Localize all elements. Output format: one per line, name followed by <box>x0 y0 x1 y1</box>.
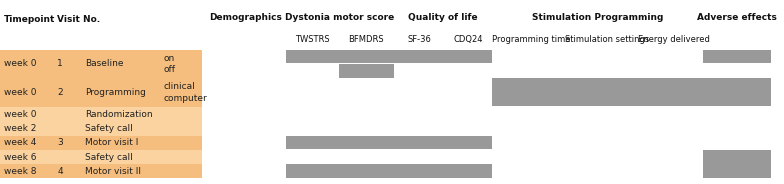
Bar <box>0 164 202 178</box>
Text: Programming: Programming <box>85 88 146 97</box>
Text: Visit No.: Visit No. <box>57 15 100 24</box>
Text: week 2: week 2 <box>4 124 36 133</box>
Bar <box>0 78 202 107</box>
Text: Energy delivered: Energy delivered <box>638 35 710 44</box>
Bar <box>0 136 202 150</box>
Text: Randomization: Randomization <box>85 110 152 118</box>
Text: clinical
computer: clinical computer <box>163 82 207 103</box>
Bar <box>339 64 394 78</box>
Text: Adverse effects: Adverse effects <box>698 13 777 22</box>
Bar <box>286 50 492 63</box>
Bar <box>286 136 492 149</box>
Text: Safety call: Safety call <box>85 124 132 133</box>
Text: BFMDRS: BFMDRS <box>348 35 384 44</box>
Text: Timepoint: Timepoint <box>4 15 56 24</box>
Text: Stimulation settings: Stimulation settings <box>565 35 649 44</box>
Text: 3: 3 <box>57 138 63 147</box>
Bar <box>492 78 771 106</box>
Text: Baseline: Baseline <box>85 59 123 68</box>
Text: week 0: week 0 <box>4 59 36 68</box>
Text: week 4: week 4 <box>4 138 36 147</box>
Text: Demographics: Demographics <box>209 13 282 22</box>
Text: 4: 4 <box>57 167 63 176</box>
Text: week 8: week 8 <box>4 167 36 176</box>
Bar <box>0 150 202 164</box>
Text: Stimulation Programming: Stimulation Programming <box>532 13 663 22</box>
Text: Programming time: Programming time <box>492 35 570 44</box>
Text: Safety call: Safety call <box>85 153 132 162</box>
Text: CDQ24: CDQ24 <box>453 35 483 44</box>
Text: Dystonia motor score: Dystonia motor score <box>285 13 394 22</box>
Text: 1: 1 <box>57 59 63 68</box>
Text: Motor visit I: Motor visit I <box>85 138 138 147</box>
Bar <box>0 107 202 121</box>
Bar <box>286 164 492 178</box>
Bar <box>703 150 771 164</box>
Text: week 6: week 6 <box>4 153 36 162</box>
Text: Quality of life: Quality of life <box>408 13 477 22</box>
Text: week 0: week 0 <box>4 110 36 118</box>
Text: TWSTRS: TWSTRS <box>295 35 330 44</box>
Text: Motor visit II: Motor visit II <box>85 167 140 176</box>
Bar <box>0 50 202 78</box>
Text: week 0: week 0 <box>4 88 36 97</box>
Bar <box>703 164 771 178</box>
Text: SF-36: SF-36 <box>407 35 431 44</box>
Text: on
off: on off <box>163 54 175 74</box>
Text: 2: 2 <box>57 88 63 97</box>
Bar <box>703 50 771 63</box>
Bar <box>0 121 202 136</box>
